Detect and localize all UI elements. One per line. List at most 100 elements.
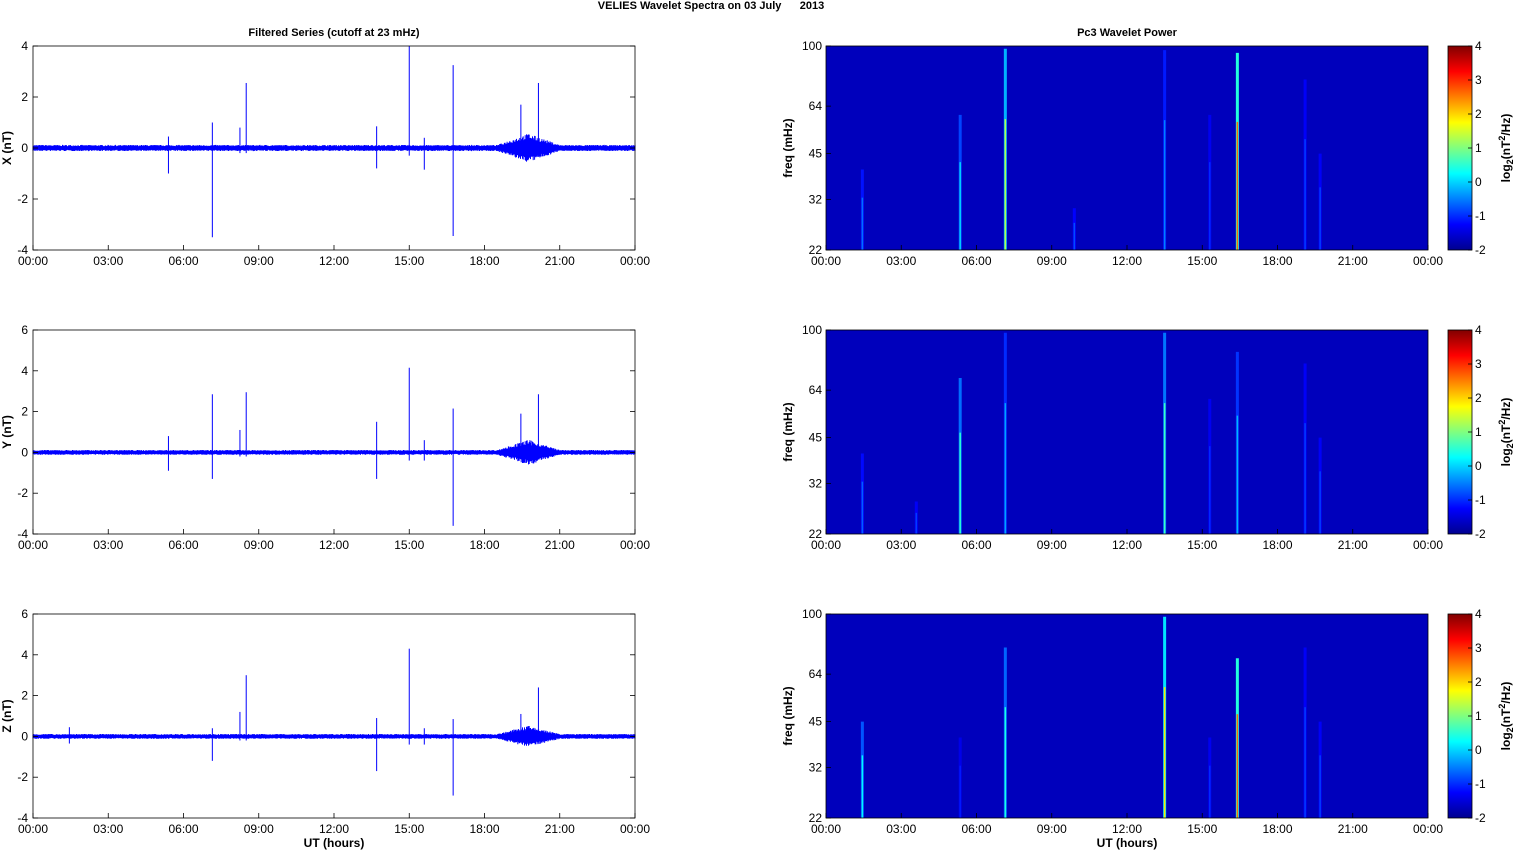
left-x-axis-label: UT (hours) bbox=[304, 836, 365, 850]
colorbar-tick-label: 3 bbox=[1475, 73, 1482, 87]
freq-tick-label: 22 bbox=[809, 811, 823, 825]
power-x-tick-label: 00:00 bbox=[811, 822, 841, 836]
series-x-tick-label: 18:00 bbox=[469, 538, 499, 552]
colorbar-tick-label: 2 bbox=[1475, 675, 1482, 689]
power-x-tick-label: 09:00 bbox=[1037, 822, 1067, 836]
colorbar-tick-label: 4 bbox=[1475, 323, 1482, 337]
series-x-tick-label: 21:00 bbox=[545, 254, 575, 268]
series-x-tick-label: 12:00 bbox=[319, 254, 349, 268]
series-plot-area bbox=[33, 330, 635, 534]
colorbar-tick-label: 1 bbox=[1475, 141, 1482, 155]
y-tick-label: 2 bbox=[21, 405, 28, 419]
power-x-tick-label: 06:00 bbox=[961, 822, 991, 836]
left-column-title: Filtered Series (cutoff at 23 mHz) bbox=[248, 27, 419, 39]
y-tick-label: 6 bbox=[21, 607, 28, 621]
power-x-tick-label: 21:00 bbox=[1338, 254, 1368, 268]
series-x-tick-label: 15:00 bbox=[394, 822, 424, 836]
y-tick-label: -2 bbox=[17, 192, 28, 206]
x-series-panel: 420-2-400:00 03:00 06:00 09:00 12:00 15:00 18:… bbox=[0, 39, 650, 268]
colorbar-tick-label: -2 bbox=[1475, 527, 1486, 541]
power-x-tick-label: 03:00 bbox=[886, 254, 916, 268]
power-x-tick-label: 21:00 bbox=[1338, 538, 1368, 552]
series-x-tick-label: 06:00 bbox=[168, 254, 198, 268]
power-x-tick-label: 18:00 bbox=[1262, 538, 1292, 552]
power-x-tick-label: 15:00 bbox=[1187, 822, 1217, 836]
y-tick-label: 4 bbox=[21, 39, 28, 53]
colorbar-tick-label: -2 bbox=[1475, 243, 1486, 257]
series-x-tick-label: 18:00 bbox=[469, 254, 499, 268]
y-tick-label: 4 bbox=[21, 364, 28, 378]
power-x-tick-label: 15:00 bbox=[1187, 538, 1217, 552]
y-tick-label: 0 bbox=[21, 445, 28, 459]
power-background bbox=[826, 614, 1428, 818]
power-x-tick-label: 12:00 bbox=[1112, 822, 1142, 836]
y-tick-label: 2 bbox=[21, 90, 28, 104]
y-tick-label: -2 bbox=[17, 486, 28, 500]
y-tick-label: -4 bbox=[17, 527, 28, 541]
series-x-tick-label: 15:00 bbox=[394, 254, 424, 268]
series-x-tick-label: 09:00 bbox=[244, 822, 274, 836]
freq-tick-label: 100 bbox=[802, 39, 822, 53]
colorbar-tick-label: -1 bbox=[1475, 493, 1486, 507]
freq-tick-label: 64 bbox=[809, 99, 823, 113]
freq-tick-label: 45 bbox=[809, 715, 823, 729]
right-x-axis-label: UT (hours) bbox=[1097, 836, 1158, 850]
power-x-tick-label: 12:00 bbox=[1112, 538, 1142, 552]
series-x-tick-label: 03:00 bbox=[93, 538, 123, 552]
y-tick-label: -4 bbox=[17, 811, 28, 825]
y-tick-label: 4 bbox=[21, 648, 28, 662]
freq-tick-label: 22 bbox=[809, 243, 823, 257]
power-background bbox=[826, 46, 1428, 250]
colorbar-tick-label: 4 bbox=[1475, 39, 1482, 53]
power-x-tick-label: 00:00 bbox=[811, 254, 841, 268]
freq-axis-label: freq (mHz) bbox=[781, 118, 795, 177]
series-x-tick-label: 12:00 bbox=[319, 822, 349, 836]
colorbar-tick-label: 3 bbox=[1475, 357, 1482, 371]
series-x-tick-label: 09:00 bbox=[244, 254, 274, 268]
power-x-tick-label: 06:00 bbox=[961, 254, 991, 268]
power-x-tick-label: 00:00 bbox=[1413, 822, 1443, 836]
series-y-axis-label: Y (nT) bbox=[0, 415, 14, 449]
freq-tick-label: 32 bbox=[809, 477, 823, 491]
series-x-tick-label: 06:00 bbox=[168, 822, 198, 836]
freq-tick-label: 64 bbox=[809, 667, 823, 681]
power-x-tick-label: 21:00 bbox=[1338, 822, 1368, 836]
colorbar-tick-label: 0 bbox=[1475, 459, 1482, 473]
colorbar-tick-label: 4 bbox=[1475, 607, 1482, 621]
series-x-tick-label: 00:00 bbox=[620, 538, 650, 552]
freq-axis-label: freq (mHz) bbox=[781, 402, 795, 461]
freq-tick-label: 45 bbox=[809, 147, 823, 161]
y-tick-label: 0 bbox=[21, 141, 28, 155]
colorbar-tick-label: 1 bbox=[1475, 709, 1482, 723]
series-x-tick-label: 00:00 bbox=[18, 254, 48, 268]
colorbar-label: log2(nT2/Hz) bbox=[1497, 682, 1515, 751]
series-x-tick-label: 00:00 bbox=[18, 538, 48, 552]
freq-tick-label: 100 bbox=[802, 323, 822, 337]
series-y-axis-label: X (nT) bbox=[0, 131, 14, 165]
series-x-tick-label: 12:00 bbox=[319, 538, 349, 552]
freq-tick-label: 100 bbox=[802, 607, 822, 621]
freq-tick-label: 64 bbox=[809, 383, 823, 397]
freq-tick-label: 22 bbox=[809, 527, 823, 541]
series-plot-area bbox=[33, 614, 635, 818]
y-tick-label: 0 bbox=[21, 729, 28, 743]
freq-axis-label: freq (mHz) bbox=[781, 686, 795, 745]
power-x-tick-label: 03:00 bbox=[886, 822, 916, 836]
y-tick-label: -4 bbox=[17, 243, 28, 257]
power-x-tick-label: 12:00 bbox=[1112, 254, 1142, 268]
power-x-tick-label: 15:00 bbox=[1187, 254, 1217, 268]
series-x-tick-label: 15:00 bbox=[394, 538, 424, 552]
series-x-tick-label: 00:00 bbox=[18, 822, 48, 836]
power-x-tick-label: 06:00 bbox=[961, 538, 991, 552]
series-x-tick-label: 09:00 bbox=[244, 538, 274, 552]
power-x-tick-label: 00:00 bbox=[811, 538, 841, 552]
colorbar-tick-label: 2 bbox=[1475, 107, 1482, 121]
freq-tick-label: 45 bbox=[809, 431, 823, 445]
power-x-tick-label: 09:00 bbox=[1037, 538, 1067, 552]
colorbar-tick-label: 0 bbox=[1475, 743, 1482, 757]
